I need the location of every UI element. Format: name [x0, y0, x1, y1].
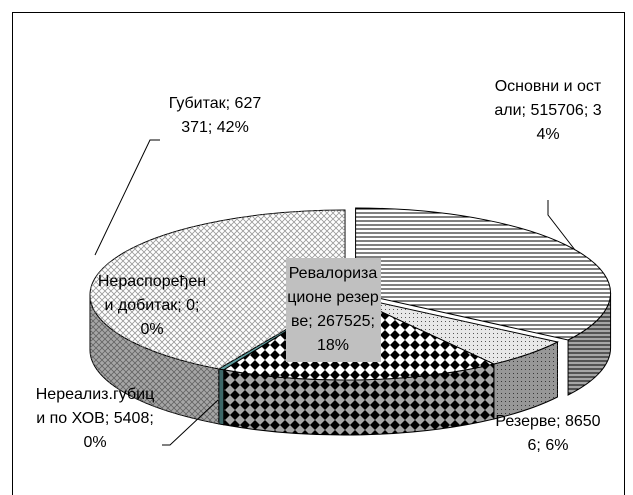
- pie-side-shade: [218, 368, 224, 425]
- leader-line: [547, 200, 576, 251]
- pie-side-pattern: [493, 341, 558, 420]
- leader-line: [94, 139, 160, 256]
- data-label: Основни и остали; 515706; 34%: [494, 78, 602, 143]
- pie-slice-pattern: [355, 208, 611, 341]
- data-label: Нераспоређени добитак; 0; 0%: [97, 273, 207, 338]
- pie-side-shade: [568, 293, 611, 396]
- pie-slice-pattern: [89, 210, 345, 369]
- data-label: Губитак; 627371; 42%: [168, 95, 262, 136]
- pie-side-pattern: [218, 368, 224, 425]
- pie-side-pattern: [568, 293, 611, 396]
- pie-side-shade: [90, 295, 219, 424]
- pie-side-shade: [493, 341, 558, 420]
- pie-side-pattern: [223, 364, 494, 435]
- leader-line: [162, 399, 219, 446]
- data-label: Ревалоризационе резерве; 267525; 18%: [285, 258, 381, 362]
- pie-side-pattern: [90, 295, 219, 424]
- pie-slice-pattern: [345, 295, 558, 365]
- data-label: Нереализ.губици по ХОВ; 5408; 0%: [35, 386, 155, 451]
- pie-side-shade: [223, 364, 494, 435]
- data-label: Резерве; 86506; 6%: [495, 413, 601, 454]
